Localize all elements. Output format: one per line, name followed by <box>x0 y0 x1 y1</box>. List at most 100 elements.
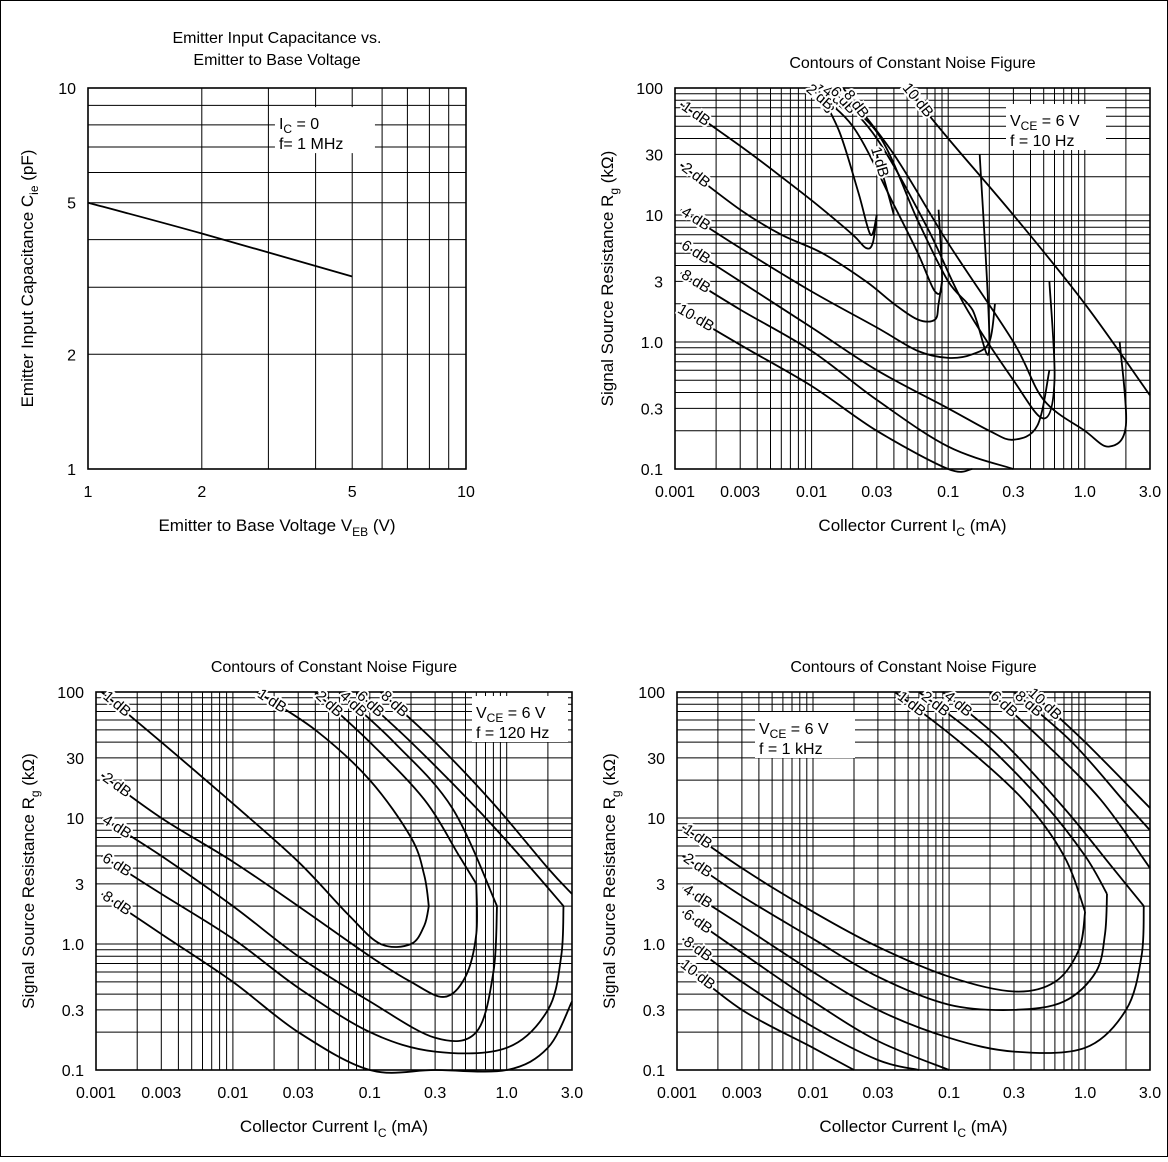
series-line <box>87 201 353 278</box>
chart-4-series <box>682 691 1151 1071</box>
series-line <box>875 154 895 216</box>
series-line <box>680 242 1051 441</box>
y-tick-label: 3 <box>654 274 663 291</box>
y-tick-label: 0.1 <box>641 462 663 479</box>
x-tick-label: 0.01 <box>217 1085 248 1102</box>
x-tick-label: 0.03 <box>283 1085 314 1102</box>
y-tick-label: 3 <box>656 877 665 894</box>
y-tick-label: 100 <box>636 81 663 98</box>
series-line <box>682 855 1108 1011</box>
x-tick-label: 3.0 <box>561 1085 583 1102</box>
x-tick-label: 0.001 <box>657 1085 697 1102</box>
series-line <box>101 855 565 1055</box>
x-tick-label: 2 <box>197 484 206 501</box>
y-tick-label: 100 <box>57 685 84 702</box>
y-tick-label: 30 <box>645 147 663 164</box>
y-axis-label: Signal Source Resistance Rg (kΩ) <box>598 151 621 407</box>
chart-title: Emitter Input Capacitance vs. <box>173 30 382 47</box>
plot-frame <box>95 691 573 1071</box>
chart-title: Contours of Constant Noise Figure <box>790 659 1036 676</box>
series-line <box>1013 691 1151 831</box>
y-axis-label: Signal Source Resistance Rg (kΩ) <box>19 753 42 1009</box>
annotation-line-1: VCE = 6 V <box>1010 113 1080 133</box>
chart-title: Emitter to Base Voltage <box>193 52 360 69</box>
series-line <box>808 87 943 295</box>
x-tick-label: 3.0 <box>1139 484 1161 501</box>
series-line <box>355 691 565 907</box>
y-tick-label: 30 <box>66 751 84 768</box>
series-line <box>682 911 950 1071</box>
series-line <box>379 691 573 895</box>
x-axis-label: Collector Current IC (mA) <box>818 516 1006 539</box>
annotation-bg <box>472 696 568 742</box>
series-line <box>256 691 430 907</box>
y-tick-label: 0.3 <box>62 1003 84 1020</box>
x-tick-label: 0.003 <box>141 1085 181 1102</box>
series-line <box>918 691 1108 895</box>
annotation-bg <box>755 712 855 758</box>
x-axis-label: Emitter to Base Voltage VEB (V) <box>158 516 395 539</box>
chart-title: Contours of Constant Noise Figure <box>789 55 1035 72</box>
series-line <box>338 691 498 907</box>
series-line <box>816 87 878 236</box>
x-tick-label: 0.003 <box>722 1085 762 1102</box>
series-line <box>682 962 855 1071</box>
y-tick-label: 1.0 <box>62 937 84 954</box>
x-tick-label: 1.0 <box>1074 1085 1096 1102</box>
x-tick-label: 1.0 <box>496 1085 518 1102</box>
y-tick-label: 2 <box>67 347 76 364</box>
y-tick-label: 10 <box>647 811 665 828</box>
y-tick-label: 30 <box>647 751 665 768</box>
x-tick-label: 5 <box>348 484 357 501</box>
plot-frame <box>676 691 1151 1071</box>
y-tick-label: 5 <box>67 196 76 213</box>
annotation-line-2: f = 10 Hz <box>1010 133 1074 150</box>
annotation-line-2: f = 1 kHz <box>759 741 823 758</box>
x-tick-label: 0.03 <box>861 484 892 501</box>
series-line <box>1030 691 1151 809</box>
y-tick-label: 100 <box>638 685 665 702</box>
x-tick-label: 0.01 <box>797 1085 828 1102</box>
y-tick-label: 3 <box>75 877 84 894</box>
annotation-bg <box>1006 104 1106 150</box>
y-tick-label: 0.3 <box>643 1003 665 1020</box>
chart-title: Contours of Constant Noise Figure <box>211 659 457 676</box>
series-line <box>906 87 1151 396</box>
y-tick-label: 1.0 <box>643 937 665 954</box>
x-tick-label: 10 <box>457 484 475 501</box>
series-line <box>101 774 478 998</box>
x-tick-label: 0.001 <box>655 484 695 501</box>
annotation-line-1: VCE = 6 V <box>476 705 546 725</box>
series-line <box>680 308 973 473</box>
x-tick-label: 0.03 <box>862 1085 893 1102</box>
series-line <box>942 691 1145 907</box>
series-line <box>894 691 1086 913</box>
series-line <box>101 893 573 1074</box>
annotation-line-2: f= 1 MHz <box>279 136 343 153</box>
y-tick-label: 1.0 <box>641 335 663 352</box>
y-tick-label: 1 <box>67 462 76 479</box>
y-axis-label: Signal Source Resistance Rg (kΩ) <box>600 753 623 1009</box>
series-line <box>101 817 498 1043</box>
y-tick-label: 0.1 <box>62 1063 84 1080</box>
y-tick-label: 10 <box>645 208 663 225</box>
series-line <box>989 691 1151 869</box>
annotation-line-1: VCE = 6 V <box>759 721 829 741</box>
x-tick-label: 0.003 <box>720 484 760 501</box>
chart-1-series <box>87 201 353 278</box>
plot-frame <box>87 87 467 470</box>
x-tick-label: 0.3 <box>1002 484 1024 501</box>
x-tick-label: 1 <box>84 484 93 501</box>
series-line <box>830 87 1056 420</box>
x-tick-label: 0.1 <box>359 1085 381 1102</box>
x-axis-label: Collector Current IC (mA) <box>240 1117 428 1140</box>
x-tick-label: 0.01 <box>796 484 827 501</box>
annotation-bg <box>274 107 375 154</box>
y-axis-label: Emitter Input Capacitance Cie (pF) <box>18 150 41 408</box>
series-line <box>680 208 996 359</box>
y-tick-label: 10 <box>58 81 76 98</box>
series-line <box>314 691 478 885</box>
